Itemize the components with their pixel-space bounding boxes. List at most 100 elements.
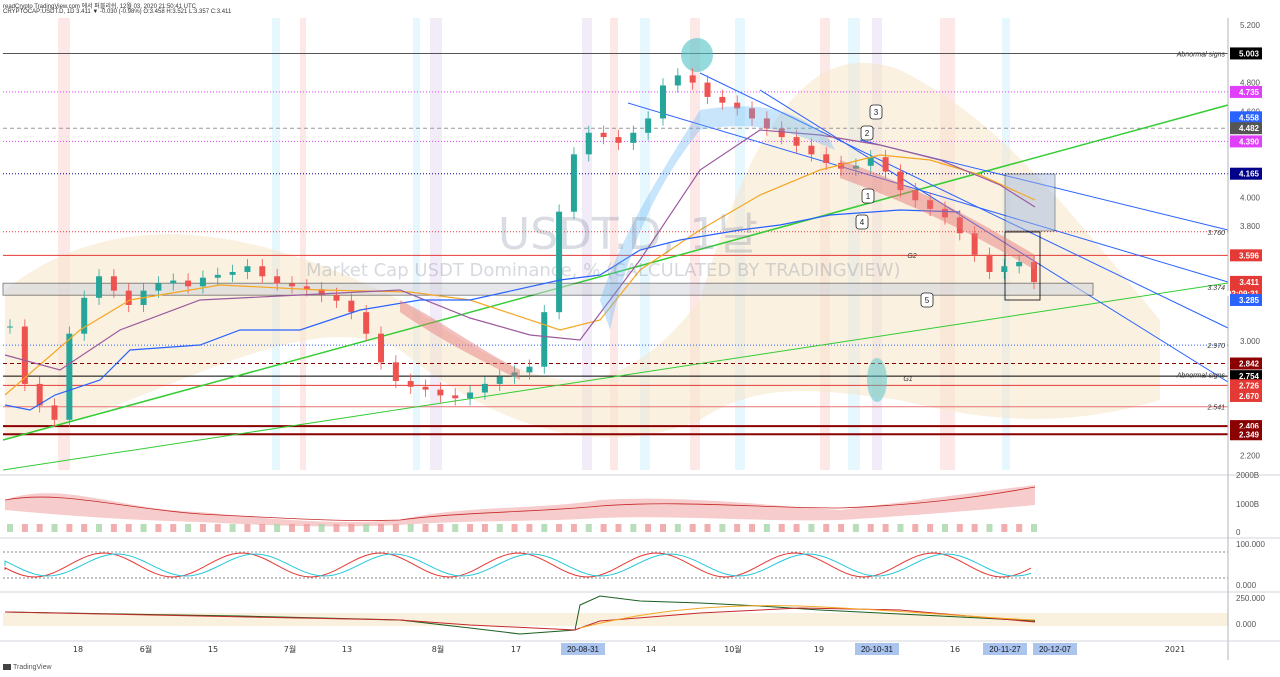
x-tick-1: 6월 xyxy=(140,644,152,654)
candle-body-61 xyxy=(912,190,919,201)
volume-bar-66 xyxy=(986,524,993,532)
candle-body-58 xyxy=(867,157,874,166)
callout-4: 4 xyxy=(860,218,865,227)
stoch-tick-1: 0.000 xyxy=(1236,581,1257,590)
candle-body-11 xyxy=(170,280,177,284)
candle-body-37 xyxy=(556,211,563,313)
volume-bar-36 xyxy=(541,524,548,532)
candle-body-22 xyxy=(333,294,340,301)
candle-body-40 xyxy=(600,132,607,138)
callout-2: 2 xyxy=(865,129,870,138)
price-label-bg-0 xyxy=(1230,47,1262,60)
volume-bar-46 xyxy=(689,524,696,532)
candles-layer xyxy=(7,68,1037,427)
candle-body-66 xyxy=(986,254,993,272)
stoch-tick-0: 100.000 xyxy=(1236,540,1265,549)
baseline-step xyxy=(4,209,961,411)
candle-body-20 xyxy=(303,286,310,290)
x-tick-9: 19 xyxy=(814,645,824,654)
volume-tick-0: 2000B xyxy=(1236,471,1259,480)
price-label-7: 3.411 xyxy=(1239,278,1259,287)
volume-bar-56 xyxy=(838,524,845,532)
volume-bar-54 xyxy=(808,524,815,532)
trend-line-0 xyxy=(2,104,1229,441)
volume-bar-17 xyxy=(259,524,266,532)
volume-bar-58 xyxy=(867,524,874,532)
trend-line-4 xyxy=(759,89,1229,383)
candle-body-21 xyxy=(318,289,325,295)
candle-body-2 xyxy=(36,383,43,406)
symbol-watermark: USDT.D, 1날 xyxy=(498,209,758,260)
callout-1: 1 xyxy=(866,192,871,201)
candle-body-52 xyxy=(778,128,785,138)
price-label-bg-1 xyxy=(1230,85,1262,98)
candle-body-33 xyxy=(496,376,503,384)
price-label-3: 4.482 xyxy=(1239,124,1260,133)
volume-bar-1 xyxy=(21,524,28,532)
volume-bar-37 xyxy=(556,524,563,532)
callout-5: 5 xyxy=(925,296,930,305)
candle-body-55 xyxy=(823,154,830,163)
price-label-1: 4.735 xyxy=(1239,88,1260,97)
volume-bar-39 xyxy=(585,524,592,532)
candle-body-18 xyxy=(274,276,281,284)
volume-bar-44 xyxy=(659,524,666,532)
candle-body-26 xyxy=(392,362,399,382)
x-tick-6: 17 xyxy=(511,645,521,654)
annotation-5: Abnormal signs xyxy=(1176,373,1226,380)
volume-bar-24 xyxy=(363,524,370,532)
g1-ellipse xyxy=(867,358,887,402)
candle-body-5 xyxy=(81,297,88,334)
volume-bar-65 xyxy=(971,524,978,532)
volume-bar-62 xyxy=(927,524,934,532)
candle-body-51 xyxy=(763,118,770,129)
highlight-band-3 xyxy=(413,18,420,470)
price-label-bg-2 xyxy=(1230,111,1262,124)
x-tick-5: 8월 xyxy=(432,644,444,654)
volume-bar-21 xyxy=(318,524,325,532)
price-label-bg-10 xyxy=(1230,357,1262,370)
candle-body-45 xyxy=(674,75,681,86)
volume-bar-42 xyxy=(630,524,637,532)
volume-bar-23 xyxy=(348,524,355,532)
chart-title: readCrypto TradingView.com 에서 퍼블리쉬, 12월 … xyxy=(3,4,196,10)
price-label-bg-11 xyxy=(1230,370,1262,383)
volume-bar-19 xyxy=(288,524,295,532)
ema-ribbon-red-1 xyxy=(400,300,520,380)
candle-body-46 xyxy=(689,75,696,83)
candle-body-14 xyxy=(214,274,221,278)
x-highlight-bg-0 xyxy=(561,643,605,655)
y-tick-6: 2.200 xyxy=(1240,452,1261,461)
volume-bar-43 xyxy=(645,524,652,532)
ohlc-readout: CRYPTOCAP:USDT.D, 1D 3.411 ▼ -0.030 (-0.… xyxy=(3,9,232,15)
volume-bar-38 xyxy=(570,524,577,532)
highlight-band-5 xyxy=(582,18,592,470)
ema-ribbon-blue xyxy=(600,106,835,330)
candle-body-49 xyxy=(734,102,741,109)
candle-body-35 xyxy=(526,366,533,373)
name-watermark: Market Cap USDT Dominance, % (CALCULATED… xyxy=(306,260,901,281)
volume-bar-28 xyxy=(422,524,429,532)
volume-bar-6 xyxy=(96,524,103,532)
price-axis: 5.2004.8004.6004.0003.8003.0002.2005.003… xyxy=(1227,18,1262,660)
volume-bar-40 xyxy=(600,524,607,532)
volume-bar-64 xyxy=(956,524,963,532)
volume-bar-34 xyxy=(511,524,518,532)
candle-body-54 xyxy=(808,145,815,155)
ma-orange xyxy=(4,154,1036,396)
price-label-bg-5 xyxy=(1230,167,1262,180)
volume-bar-4 xyxy=(66,524,73,532)
volume-bar-51 xyxy=(763,524,770,532)
ma-purple xyxy=(4,129,1036,371)
volume-bar-68 xyxy=(1016,524,1023,532)
annotation-4: 2.970 xyxy=(1206,343,1225,350)
volume-bar-15 xyxy=(229,524,236,532)
candle-body-6 xyxy=(96,276,103,298)
candle-body-32 xyxy=(481,383,488,393)
price-label-0: 5.003 xyxy=(1239,49,1260,58)
volume-bar-22 xyxy=(333,524,340,532)
annotation-7: 2.541 xyxy=(1206,405,1225,412)
x-tick-0: 18 xyxy=(73,645,83,654)
candle-body-27 xyxy=(407,381,414,387)
